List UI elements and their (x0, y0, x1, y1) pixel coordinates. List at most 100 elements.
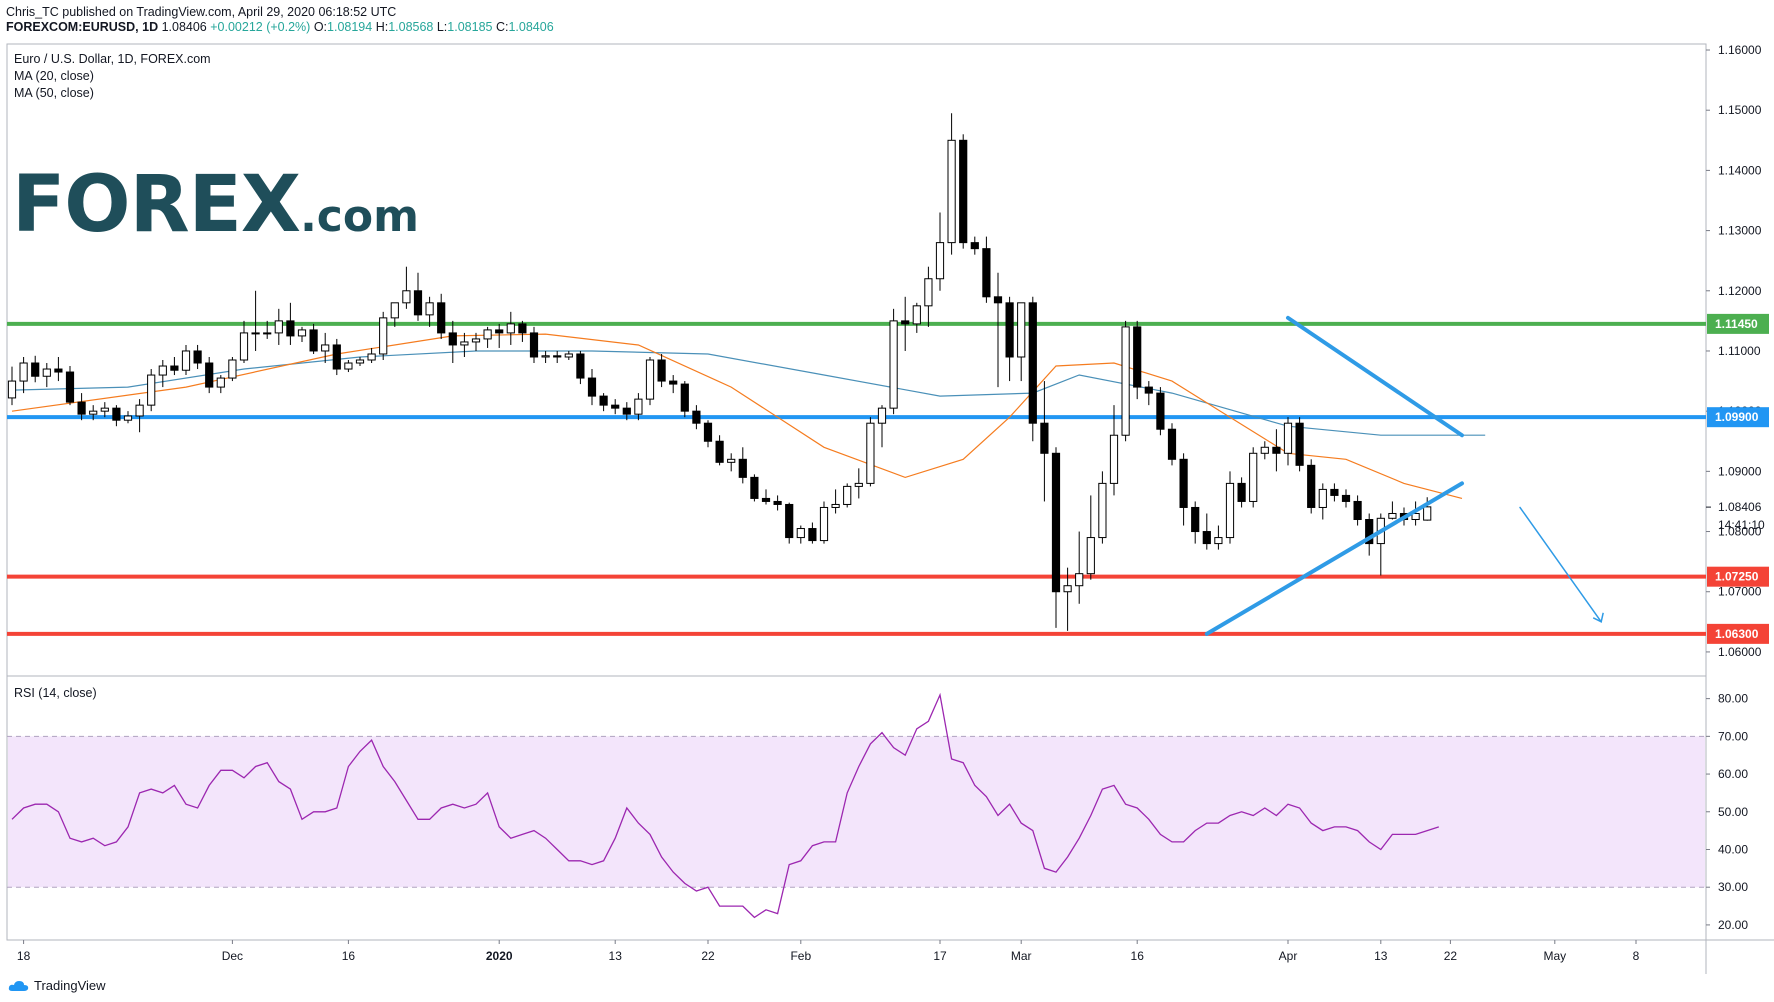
candle-body (1272, 446, 1281, 454)
candle-body (1249, 452, 1258, 502)
price-change: +0.00212 (+0.2%) (210, 20, 311, 34)
projection-arrow-line (1519, 506, 1602, 623)
symbol-label: FOREXCOM:EURUSD, 1D (6, 20, 159, 34)
candle-body (147, 374, 156, 406)
rsi-band (8, 736, 1705, 888)
candle-body (622, 407, 631, 415)
level-badge (1707, 313, 1769, 334)
candle-body (170, 365, 179, 371)
rsi-tick-label: 30.00 (1718, 880, 1748, 894)
rsi-tick-label: 70.00 (1718, 729, 1748, 743)
candle-body (1017, 302, 1026, 358)
candle-body (367, 353, 376, 361)
candle-body (413, 290, 423, 316)
candle-body (924, 278, 933, 307)
ma20-legend: MA (20, close) (14, 69, 94, 83)
candle-body (1167, 428, 1177, 460)
candle-body (1202, 531, 1211, 545)
price-tick-label: 1.12000 (1718, 284, 1762, 298)
level-label: 1.09900 (1715, 410, 1759, 424)
candle-body (587, 377, 597, 397)
ohlc-line: FOREXCOM:EURUSD, 1D 1.08406 +0.00212 (+0… (6, 20, 554, 35)
candle-body (7, 380, 17, 399)
logo-main: FOREX (12, 160, 301, 250)
last-price-label: 1.08406 (1718, 500, 1762, 514)
candle-body (680, 383, 689, 412)
candle-body (1237, 482, 1246, 502)
candle-body (727, 458, 736, 463)
candle-body (263, 332, 272, 335)
rsi-tick-label: 20.00 (1718, 918, 1748, 932)
candle-body (123, 415, 133, 421)
candle-body (1121, 326, 1130, 436)
price-tick-label: 1.11000 (1718, 344, 1761, 358)
candle-body (785, 503, 794, 539)
candle-body (1051, 452, 1061, 593)
rsi-legend: RSI (14, close) (14, 686, 97, 700)
level-label: 1.07250 (1715, 570, 1759, 584)
time-tick-label: 17 (933, 949, 947, 963)
candle-body (460, 341, 469, 346)
candle-body (1075, 573, 1084, 587)
time-tick-label: 13 (1374, 949, 1388, 963)
tradingview-cloud-icon (8, 980, 29, 991)
time-tick-label: 22 (1444, 949, 1458, 963)
price-tick-label: 1.13000 (1718, 224, 1762, 238)
countdown-label: 14:41:10 (1718, 518, 1765, 532)
candle-body (773, 500, 782, 505)
low-label: L: (436, 20, 448, 34)
candle-body (715, 440, 724, 463)
candle-body (205, 362, 214, 388)
candle-body (437, 302, 446, 334)
candle-body (31, 362, 40, 377)
candle-body (959, 139, 968, 244)
time-tick-label: Apr (1279, 949, 1298, 963)
last-price: 1.08406 (161, 20, 207, 34)
candle-body (100, 407, 109, 412)
candle-body (112, 407, 121, 421)
candle-body (564, 353, 573, 358)
trendline (1204, 481, 1464, 636)
candle-body (854, 482, 863, 487)
candle-body (831, 503, 840, 508)
candle-body (1341, 494, 1351, 502)
candle-body (355, 359, 365, 364)
candle-body (1295, 422, 1304, 466)
candle-body (750, 476, 759, 499)
candle-body (553, 355, 562, 358)
candle-body (796, 528, 805, 539)
rsi-tick-label: 50.00 (1718, 805, 1748, 819)
candle-body (65, 371, 75, 403)
time-tick-label: 16 (1131, 949, 1145, 963)
level-badge (1707, 623, 1769, 644)
candle-body (1214, 537, 1223, 545)
candle-body (379, 317, 388, 355)
candle-body (1260, 446, 1269, 454)
price-tick-label: 1.16000 (1718, 43, 1762, 57)
candle-body (425, 302, 434, 316)
candle-body (611, 404, 620, 409)
price-tick-label: 1.15000 (1718, 103, 1762, 117)
time-tick-label: 8 (1633, 949, 1640, 963)
logo-suffix: .com (300, 191, 419, 242)
candle-body (274, 320, 283, 334)
price-tick-label: 1.09000 (1718, 464, 1762, 478)
candle-body (42, 368, 51, 377)
candle-body (89, 410, 98, 415)
price-pane (6, 43, 1707, 677)
candle-body (703, 422, 713, 442)
close-value: 1.08406 (508, 20, 554, 34)
candle-body (332, 344, 341, 370)
candle-body (402, 290, 411, 304)
candle-body (1191, 506, 1200, 533)
level-badge (1707, 407, 1769, 428)
candle-body (657, 359, 666, 382)
time-tick-label: 16 (342, 949, 356, 963)
chart-header: Chris_TC published on TradingView.com, A… (6, 5, 554, 35)
candle-body (761, 497, 771, 502)
candle-body (819, 506, 829, 542)
open-label: O: (313, 20, 328, 34)
candle-body (518, 323, 527, 334)
candle-body (181, 350, 191, 371)
